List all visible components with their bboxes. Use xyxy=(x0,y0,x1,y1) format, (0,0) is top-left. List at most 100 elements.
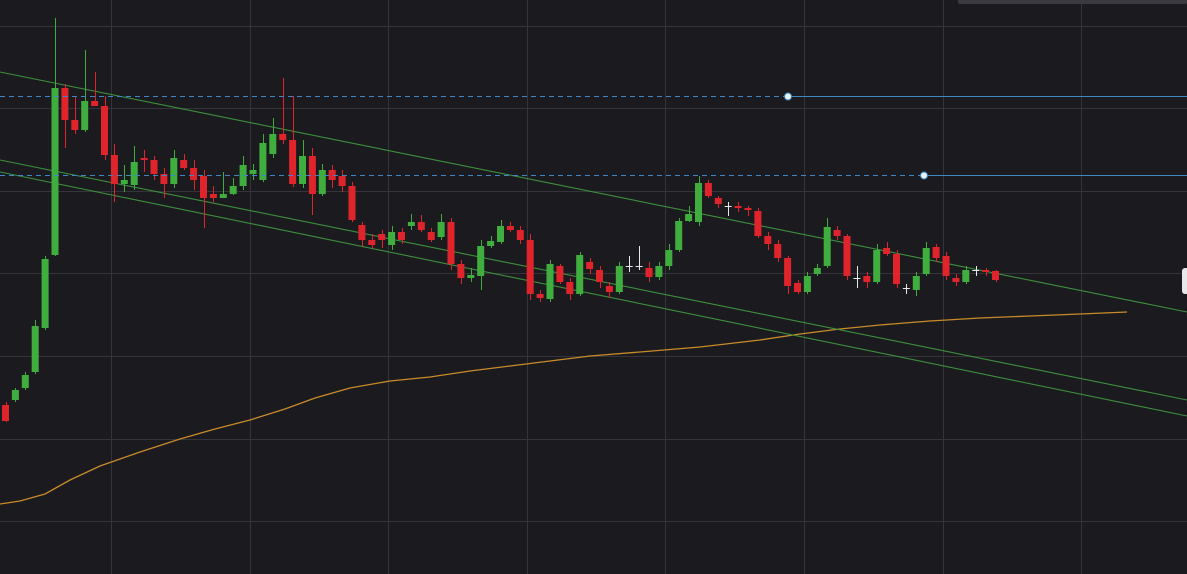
candle-body xyxy=(110,155,118,184)
candle-body xyxy=(368,240,376,245)
candle-body xyxy=(299,156,306,184)
candle-body xyxy=(873,250,881,282)
candle-body xyxy=(893,254,900,284)
candle-body xyxy=(417,222,425,230)
candle-body xyxy=(596,270,603,282)
candle-body xyxy=(209,194,217,198)
candle-body xyxy=(229,186,237,194)
candle-body xyxy=(526,240,534,294)
candle-body xyxy=(506,226,514,230)
candle-body xyxy=(338,176,346,186)
candle-body xyxy=(685,214,693,221)
candle-body xyxy=(754,211,762,236)
candle-body xyxy=(863,276,871,282)
trendline xyxy=(0,171,1187,417)
candle-body xyxy=(11,390,19,400)
candle-body xyxy=(358,225,366,240)
candle-body xyxy=(308,156,316,194)
candle-body xyxy=(219,194,227,198)
candle-body xyxy=(81,101,89,130)
candle-body xyxy=(457,264,465,278)
candle-body xyxy=(348,186,356,220)
candle-body xyxy=(140,158,148,160)
candle-body xyxy=(744,208,752,210)
candle-body xyxy=(794,283,801,292)
candle-body xyxy=(952,278,960,282)
candle-body xyxy=(130,162,138,185)
candle-body xyxy=(813,268,821,274)
candle-body xyxy=(615,266,623,292)
candle-body xyxy=(962,270,970,282)
candle-body xyxy=(41,259,49,328)
trendline xyxy=(0,71,1187,313)
candle-body xyxy=(477,246,485,276)
candle-body xyxy=(823,227,831,266)
candle-body xyxy=(576,255,584,294)
level-drag-handle[interactable] xyxy=(784,92,792,101)
candle-body xyxy=(784,258,792,286)
candle-body xyxy=(992,271,999,280)
candle-body xyxy=(160,174,168,184)
moving-average-line xyxy=(0,311,1128,505)
candle-body xyxy=(605,286,613,292)
candle-body xyxy=(843,236,851,276)
price-scale-handle[interactable] xyxy=(1182,268,1187,294)
candle-body xyxy=(546,264,554,299)
candle-body xyxy=(259,143,267,180)
candle-body xyxy=(497,226,504,242)
candle-body xyxy=(695,183,702,222)
candle-body xyxy=(675,221,683,250)
candle-body xyxy=(120,180,128,184)
candle-body xyxy=(883,248,891,254)
candle-body xyxy=(704,183,712,196)
candle-body xyxy=(388,232,396,245)
candle-body xyxy=(922,248,930,274)
candle-body xyxy=(190,168,198,180)
candle-body xyxy=(318,170,326,194)
trendline xyxy=(0,159,1187,401)
candle-body xyxy=(734,206,742,208)
candle-body xyxy=(101,106,108,155)
candle-body xyxy=(536,294,544,298)
candle-body xyxy=(91,101,99,106)
candle-body xyxy=(51,88,59,255)
candle-body xyxy=(61,88,69,120)
candle-body xyxy=(942,256,950,276)
candle-body xyxy=(249,170,257,174)
candle-body xyxy=(31,326,39,372)
candle-body xyxy=(803,276,811,292)
time-scrollbar[interactable] xyxy=(958,0,1187,4)
candle-body xyxy=(714,198,722,204)
candle-body xyxy=(407,222,415,226)
candle-body xyxy=(398,232,405,240)
candle-body xyxy=(447,222,455,264)
candle-body xyxy=(269,134,277,154)
candle-body xyxy=(279,134,287,140)
candle-body xyxy=(170,158,178,184)
candle-body xyxy=(180,160,188,168)
candle-body xyxy=(378,234,386,240)
candle-body xyxy=(21,375,29,388)
candle-body xyxy=(487,241,495,246)
candle-body xyxy=(645,268,653,277)
candle-body xyxy=(764,236,772,244)
candle-body xyxy=(200,176,207,198)
candle-body xyxy=(982,270,990,272)
level-drag-handle[interactable] xyxy=(920,171,928,180)
candle-body xyxy=(655,266,663,277)
candle-body xyxy=(2,405,9,421)
candle-body xyxy=(516,230,524,240)
candle-body xyxy=(467,275,475,278)
candle-body xyxy=(437,222,445,237)
candle-body xyxy=(932,247,940,258)
candle-body xyxy=(289,140,297,184)
candle-body xyxy=(328,170,336,180)
candle-body xyxy=(566,282,574,294)
candle-body xyxy=(912,276,920,290)
candle-body xyxy=(150,160,158,174)
candle-body xyxy=(665,250,673,266)
candle-body xyxy=(427,232,435,240)
